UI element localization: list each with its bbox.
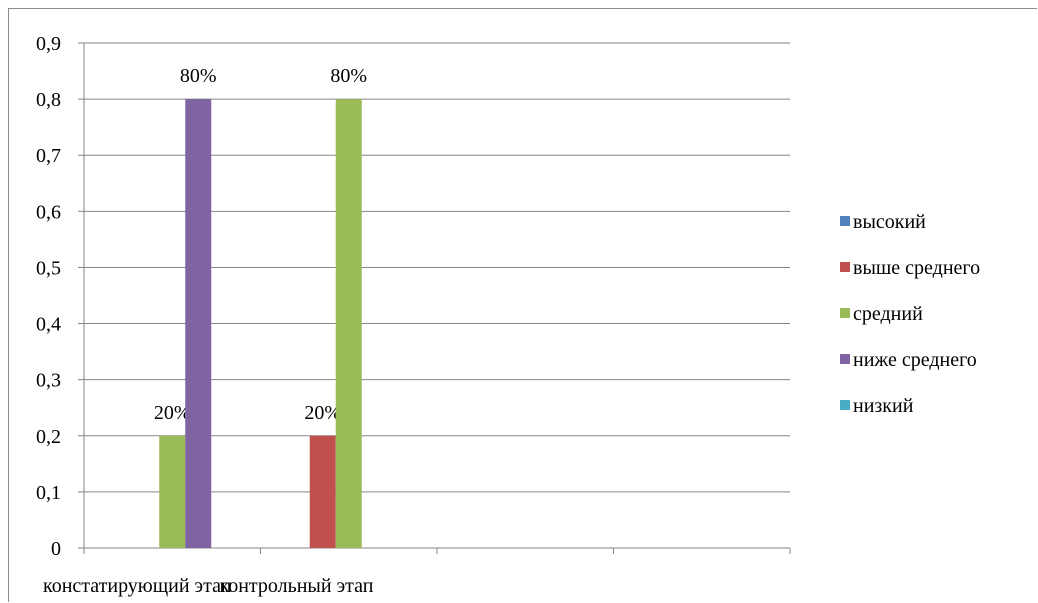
legend-label: средний — [853, 303, 923, 325]
chart-frame — [8, 8, 1037, 602]
data-label: 80% — [330, 65, 367, 87]
data-label: 20% — [154, 402, 191, 424]
legend-label: выше среднего — [853, 257, 980, 279]
bar — [335, 99, 362, 548]
y-tick-label: 0,9 — [36, 33, 61, 55]
legend-label: низкий — [853, 395, 914, 417]
y-tick-label: 0,8 — [36, 89, 61, 111]
y-tick-label: 0,6 — [36, 201, 61, 223]
data-label: 80% — [180, 65, 217, 87]
y-tick-label: 0,4 — [36, 314, 61, 336]
y-tick-label: 0,5 — [36, 257, 61, 279]
legend-swatch — [840, 262, 850, 272]
x-category-label: констатирующий этап — [43, 575, 232, 597]
legend-label: высокий — [853, 211, 926, 233]
y-tick-label: 0,1 — [36, 482, 61, 504]
y-tick-label: 0,3 — [36, 370, 61, 392]
data-label: 20% — [304, 402, 341, 424]
bar — [309, 435, 336, 548]
legend-label: ниже среднего — [853, 349, 977, 371]
y-tick-label: 0 — [51, 538, 61, 560]
bar — [185, 99, 212, 548]
legend-swatch — [840, 216, 850, 226]
legend-swatch — [840, 400, 850, 410]
bar — [159, 435, 186, 548]
y-tick-label: 0,7 — [36, 145, 61, 167]
x-category-label: контрольный этап — [220, 575, 374, 597]
legend-swatch — [840, 308, 850, 318]
y-tick-label: 0,2 — [36, 426, 61, 448]
legend-swatch — [840, 354, 850, 364]
